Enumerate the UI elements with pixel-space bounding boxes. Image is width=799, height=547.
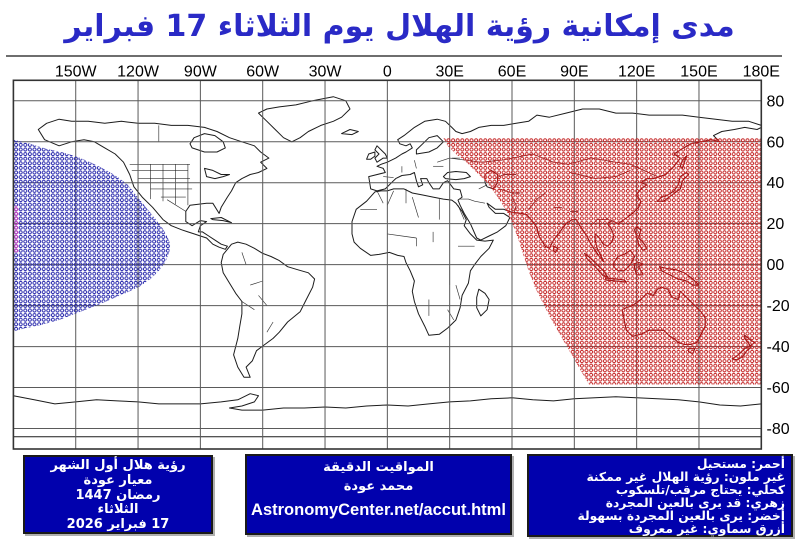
legend-line-5: أزرق سماوي: غير معروف [628, 522, 785, 537]
observation-line-3: الثلاثاء [97, 502, 139, 518]
lat-tick-label: 80 [767, 93, 785, 110]
lon-tick-label: 90W [184, 64, 218, 81]
legend-line-3: زهري: قد يرى بالعين المجردة [605, 496, 785, 511]
lat-tick-label: 00 [767, 257, 785, 274]
website-url: AstronomyCenter.net/accut.html [251, 501, 506, 519]
lat-tick-label: -80 [767, 421, 790, 438]
lon-tick-label: 30E [435, 64, 463, 81]
title-divider [6, 55, 782, 57]
credits-line-1: محمد عودة [343, 479, 414, 494]
lat-tick-label: -40 [767, 339, 790, 356]
legend-line-4: أخضر: يرى بالعين المجردة بسهولة [577, 509, 786, 524]
observation-line-1: معيار عودة [83, 472, 153, 488]
lat-tick-label: 20 [767, 216, 785, 233]
latitude-axis-labels: 80 60 40 20 00 -20 -40 -60 -80 [767, 93, 790, 438]
observation-line-0: رؤية هلال أول الشهر [50, 458, 186, 473]
lat-tick-label: -20 [767, 298, 790, 315]
lon-tick-label: 0 [383, 64, 392, 81]
visibility-regions [13, 138, 762, 385]
lon-tick-label: 60W [246, 64, 280, 81]
lat-tick-label: -60 [767, 380, 790, 397]
lon-tick-label: 60E [498, 64, 526, 81]
longitude-axis-labels: 150W 120W 90W 60W 30W 0 30E 60E 90E 120E 150E 180E [55, 64, 780, 81]
lon-tick-label: 150W [55, 64, 98, 81]
region-maybe-naked-eye-pink [13, 205, 19, 253]
observation-info-panel: رؤية هلال أول الشهر معيار عودة رمضان 1447 ا… [23, 455, 213, 534]
observation-line-2: رمضان 1447 [75, 487, 161, 503]
credits-panel: المواقيت الدقيقة محمد عودة AstronomyCenter… [245, 454, 512, 535]
credits-line-0: المواقيت الدقيقة [323, 460, 434, 475]
observation-line-4: 17 فبراير 2026 [66, 517, 170, 533]
lat-tick-label: 60 [767, 134, 785, 151]
legend-line-0: أحمر: مستحيل [696, 457, 785, 471]
region-impossible-red [443, 138, 762, 385]
lon-tick-label: 120W [117, 64, 160, 81]
continent-outlines [13, 96, 762, 438]
region-needs-telescope-navy [13, 139, 171, 332]
lat-tick-label: 40 [767, 175, 785, 192]
lon-tick-label: 180E [743, 64, 780, 81]
map-frame [12, 79, 763, 450]
legend-line-1: غير ملون: رؤية الهلال غير ممكنة [586, 470, 785, 485]
lon-tick-label: 150E [680, 64, 717, 81]
color-legend-panel: أحمر: مستحيل غير ملون: رؤية الهلال غير مم… [527, 454, 793, 537]
page-title: مدى إمكانية رؤية الهلال يوم الثلاثاء 17 … [64, 9, 735, 44]
legend-line-2: كحلي: يحتاج مرقب/تلسكوب [615, 483, 785, 498]
lon-tick-label: 90E [560, 64, 588, 81]
lon-tick-label: 120E [618, 64, 655, 81]
lon-tick-label: 30W [309, 64, 343, 81]
